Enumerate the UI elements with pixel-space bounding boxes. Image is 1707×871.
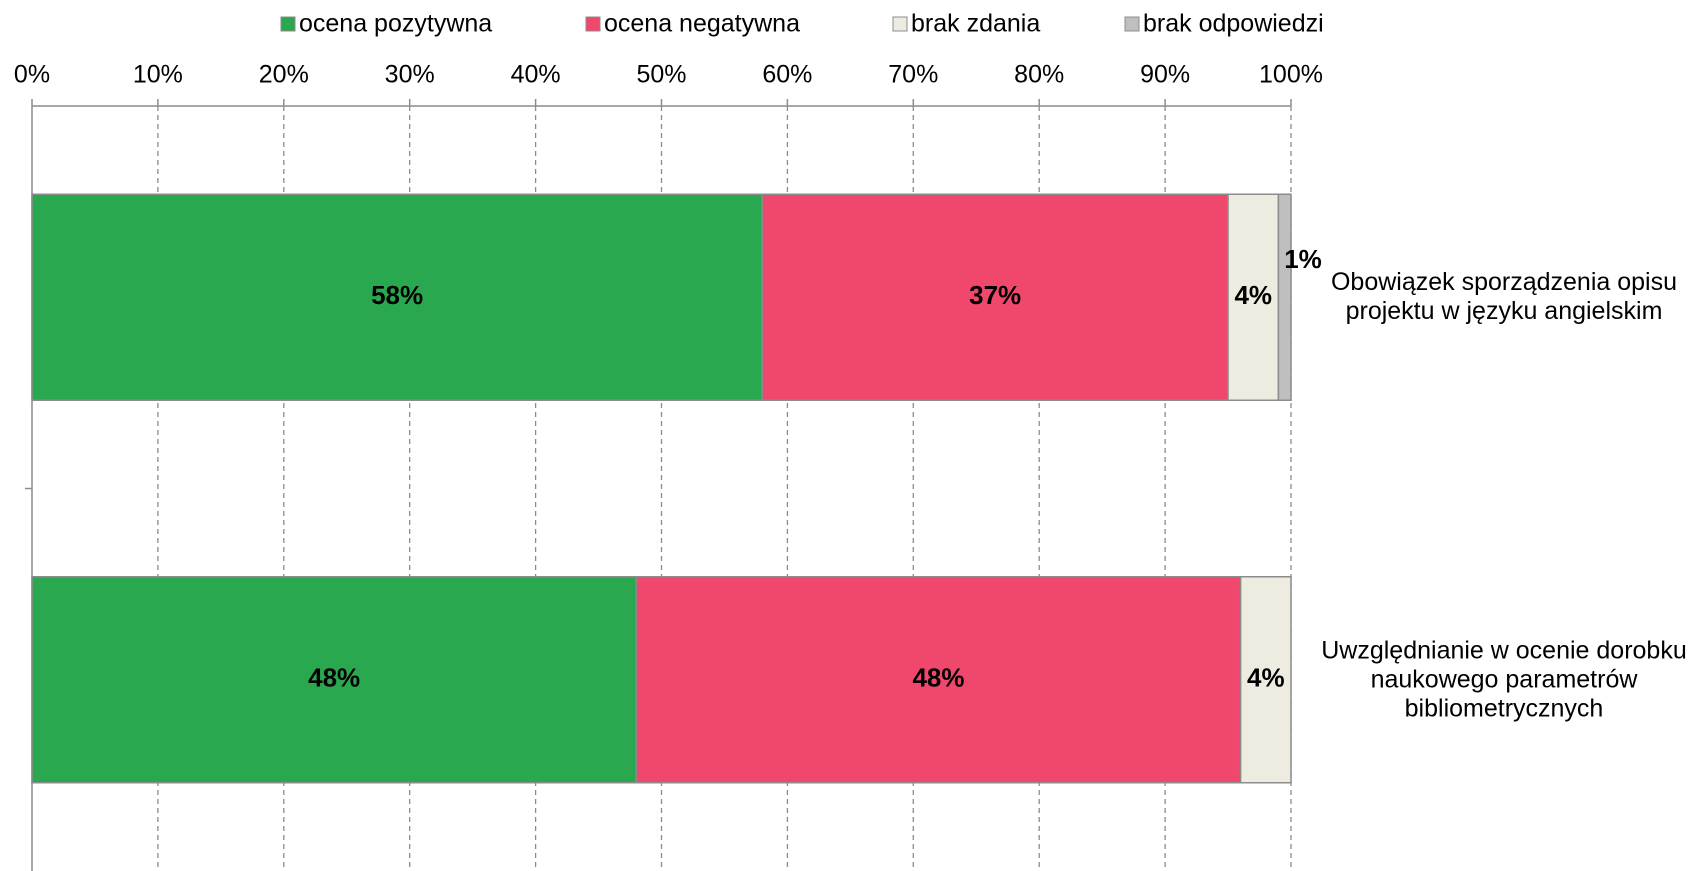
bar-segment bbox=[1227, 193, 1280, 401]
x-tick-label: 40% bbox=[511, 61, 561, 89]
x-tick-label: 30% bbox=[385, 61, 435, 89]
x-tick-label: 70% bbox=[888, 61, 938, 89]
bar-segment bbox=[1239, 576, 1292, 784]
data-label: 37% bbox=[969, 280, 1021, 310]
x-tick-label: 90% bbox=[1140, 61, 1190, 89]
x-tick-label: 10% bbox=[133, 61, 183, 89]
bar-segment bbox=[1277, 193, 1292, 401]
x-tick-label: 80% bbox=[1014, 61, 1064, 89]
bar-segment bbox=[761, 193, 1229, 401]
data-label: 58% bbox=[371, 280, 423, 310]
legend-swatch bbox=[585, 16, 601, 32]
x-tick-label: 20% bbox=[259, 61, 309, 89]
x-tick-label: 0% bbox=[14, 61, 50, 89]
legend-label: brak odpowiedzi bbox=[1143, 10, 1324, 38]
legend-label: ocena pozytywna bbox=[299, 10, 492, 38]
category-label: Obowiązek sporządzenia opisu projektu w … bbox=[1330, 268, 1678, 326]
x-tick-label: 50% bbox=[636, 61, 686, 89]
legend-label: ocena negatywna bbox=[604, 10, 800, 38]
data-label: 4% bbox=[1247, 663, 1285, 693]
data-label: 1% bbox=[1284, 244, 1322, 274]
bar-segment bbox=[31, 576, 638, 784]
legend-swatch bbox=[1124, 16, 1140, 32]
legend-swatch bbox=[280, 16, 296, 32]
legend-swatch bbox=[892, 16, 908, 32]
category-label: Uwzględnianie w ocenie dorobku naukowego… bbox=[1321, 636, 1687, 723]
data-label: 48% bbox=[912, 663, 964, 693]
x-tick-label: 60% bbox=[762, 61, 812, 89]
data-label: 4% bbox=[1234, 280, 1272, 310]
bar-segment bbox=[635, 576, 1242, 784]
legend-label: brak zdania bbox=[911, 10, 1040, 38]
x-tick-label: 100% bbox=[1259, 61, 1323, 89]
data-label: 48% bbox=[308, 663, 360, 693]
bar-segment bbox=[31, 193, 763, 401]
